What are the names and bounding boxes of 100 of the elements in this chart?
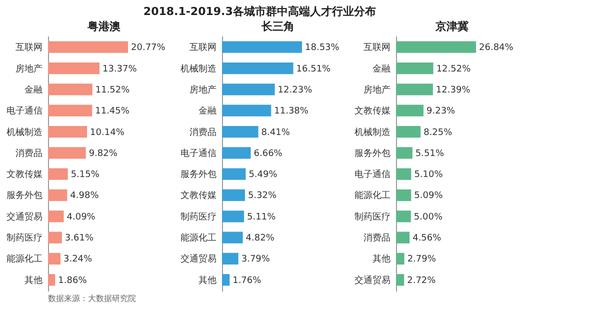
y-tick-label: 机械制造 bbox=[6, 126, 42, 138]
data-label: 5.09% bbox=[414, 191, 444, 202]
y-tick-label: 其他 bbox=[372, 254, 390, 265]
y-tick-label: 房地产 bbox=[364, 84, 390, 96]
bar bbox=[396, 274, 404, 286]
data-label: 12.23% bbox=[278, 85, 313, 96]
y-tick-label: 消费品 bbox=[190, 126, 216, 138]
y-tick-label: 金融 bbox=[24, 84, 42, 96]
y-tick-label: 能源化工 bbox=[6, 254, 42, 265]
data-label: 3.61% bbox=[64, 234, 94, 244]
y-tick-label: 能源化工 bbox=[180, 232, 216, 244]
bar bbox=[48, 104, 92, 116]
bar bbox=[396, 168, 412, 180]
bar bbox=[222, 147, 251, 159]
bar bbox=[222, 189, 245, 202]
bar bbox=[396, 62, 434, 74]
data-label: 26.84% bbox=[479, 43, 514, 54]
y-tick-label: 交通贸易 bbox=[6, 211, 42, 222]
bar bbox=[396, 252, 404, 265]
bar bbox=[222, 252, 238, 265]
bar bbox=[222, 104, 272, 116]
bar bbox=[222, 126, 258, 138]
y-tick-label: 交通贸易 bbox=[180, 254, 216, 265]
data-label: 5.00% bbox=[414, 212, 443, 222]
data-label: 1.86% bbox=[58, 276, 88, 286]
y-tick-label: 金融 bbox=[372, 63, 390, 74]
y-tick-label: 文教传媒 bbox=[6, 169, 42, 180]
data-label: 18.53% bbox=[305, 43, 340, 54]
y-tick-label: 制药医疗 bbox=[6, 232, 42, 244]
chart-subtitle: 京津冀 bbox=[434, 20, 468, 33]
y-tick-label: 机械制造 bbox=[180, 63, 216, 74]
data-label: 3.24% bbox=[63, 254, 93, 265]
data-label: 5.51% bbox=[415, 148, 444, 159]
y-tick-label: 制药医疗 bbox=[180, 211, 216, 222]
y-tick-label: 制药医疗 bbox=[354, 211, 390, 222]
bar bbox=[222, 41, 302, 53]
chart-subtitle: 粤港澳 bbox=[86, 20, 120, 33]
bar bbox=[396, 84, 433, 96]
bar bbox=[48, 62, 100, 74]
data-label: 8.25% bbox=[424, 128, 453, 138]
y-tick-label: 服务外包 bbox=[180, 169, 216, 180]
data-label: 6.66% bbox=[254, 148, 283, 159]
y-tick-label: 电子通信 bbox=[354, 169, 390, 180]
data-label: 11.38% bbox=[274, 106, 309, 117]
bar bbox=[222, 210, 244, 222]
bar bbox=[396, 232, 410, 244]
y-tick-label: 文教传媒 bbox=[354, 106, 390, 117]
y-tick-label: 交通贸易 bbox=[354, 274, 390, 286]
data-label: 9.82% bbox=[88, 148, 118, 159]
bar bbox=[48, 126, 88, 138]
bar bbox=[396, 189, 412, 202]
bar bbox=[396, 41, 476, 53]
data-label: 20.77% bbox=[131, 43, 166, 54]
y-tick-label: 机械制造 bbox=[354, 126, 390, 138]
data-label: 4.09% bbox=[66, 212, 96, 222]
bar bbox=[48, 168, 68, 180]
data-label: 5.32% bbox=[248, 191, 278, 202]
bar bbox=[396, 104, 424, 116]
bar bbox=[48, 147, 86, 159]
y-tick-label: 能源化工 bbox=[354, 190, 390, 202]
y-tick-label: 电子通信 bbox=[6, 106, 42, 117]
data-label: 4.56% bbox=[412, 234, 442, 244]
data-label: 11.52% bbox=[95, 85, 130, 96]
data-label: 4.82% bbox=[246, 234, 275, 244]
data-label: 12.39% bbox=[436, 85, 471, 96]
y-tick-label: 文教传媒 bbox=[180, 190, 216, 202]
y-tick-label: 互联网 bbox=[190, 42, 216, 54]
data-label: 4.98% bbox=[70, 191, 100, 202]
bar bbox=[48, 84, 92, 96]
bar bbox=[222, 232, 243, 244]
data-label: 16.51% bbox=[296, 64, 332, 74]
y-tick-label: 互联网 bbox=[16, 42, 42, 54]
data-label: 2.72% bbox=[407, 276, 436, 286]
bar bbox=[396, 126, 421, 138]
bar bbox=[396, 210, 411, 222]
bar bbox=[48, 232, 62, 244]
data-label: 1.76% bbox=[232, 276, 262, 286]
y-tick-label: 互联网 bbox=[364, 42, 390, 54]
bar bbox=[48, 189, 68, 202]
text: 2018.1-2019.3各城市群中高端人才行业分布 bbox=[143, 5, 376, 18]
data-label: 5.49% bbox=[248, 170, 278, 180]
y-tick-label: 其他 bbox=[198, 274, 216, 286]
data-label: 5.15% bbox=[70, 170, 100, 180]
bar bbox=[222, 62, 294, 74]
data-label: 3.79% bbox=[241, 254, 270, 265]
data-label: 5.10% bbox=[414, 170, 444, 180]
y-tick-label: 服务外包 bbox=[354, 148, 390, 159]
y-tick-label: 其他 bbox=[24, 274, 42, 286]
data-label: 9.23% bbox=[426, 106, 456, 117]
bar bbox=[222, 168, 246, 180]
bar bbox=[396, 147, 412, 159]
data-label: 10.14% bbox=[90, 128, 125, 138]
bar bbox=[48, 41, 128, 53]
data-label: 2.79% bbox=[407, 254, 436, 265]
source-note: 数据来源：大数据研究院 bbox=[48, 294, 136, 303]
bar bbox=[222, 84, 275, 96]
bar bbox=[222, 274, 230, 286]
y-tick-label: 消费品 bbox=[16, 148, 42, 159]
bar bbox=[48, 274, 56, 286]
y-tick-label: 房地产 bbox=[190, 84, 216, 96]
